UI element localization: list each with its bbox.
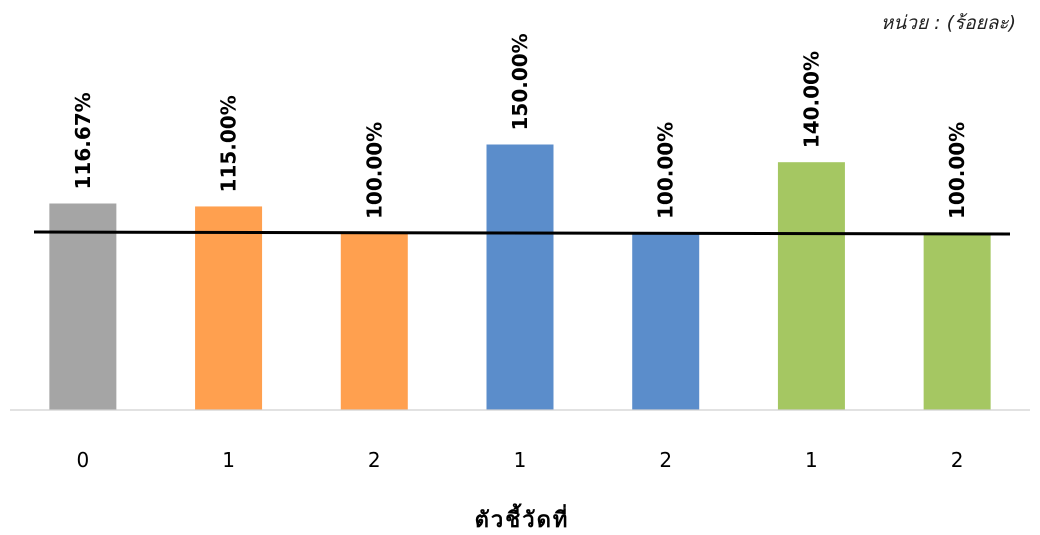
data-label-1: 115.00% [217, 95, 241, 192]
data-label-0: 116.67% [71, 92, 95, 189]
bar-0 [49, 203, 117, 410]
x-tick-label-0: 0 [76, 448, 89, 472]
unit-label: หน่วย : (ร้อยละ) [881, 12, 1016, 34]
x-tick-label-5: 1 [805, 448, 818, 472]
data-label-3: 150.00% [508, 33, 532, 130]
x-tick-label-2: 2 [368, 448, 381, 472]
x-tick-labels-group: 0 1 2 1 2 1 2 [76, 448, 963, 472]
data-label-4: 100.00% [654, 122, 678, 219]
bar-6 [923, 233, 991, 410]
bars-group [49, 144, 991, 410]
bar-2 [340, 233, 408, 410]
x-tick-label-1: 1 [222, 448, 235, 472]
data-labels-group: 116.67% 115.00% 100.00% 150.00% 100.00% 140.0… [71, 33, 969, 219]
x-tick-label-4: 2 [659, 448, 672, 472]
reference-line [33, 230, 1011, 236]
data-label-6: 100.00% [945, 122, 969, 219]
data-label-2: 100.00% [362, 122, 386, 219]
bar-3 [486, 144, 554, 410]
bar-1 [195, 206, 263, 410]
x-axis-title: ตัวชี้วัดที่ [475, 503, 570, 533]
bar-5 [777, 162, 845, 410]
data-label-5: 140.00% [799, 51, 823, 148]
bar-4 [632, 233, 700, 410]
x-tick-label-3: 1 [514, 448, 527, 472]
x-tick-label-6: 2 [951, 448, 964, 472]
